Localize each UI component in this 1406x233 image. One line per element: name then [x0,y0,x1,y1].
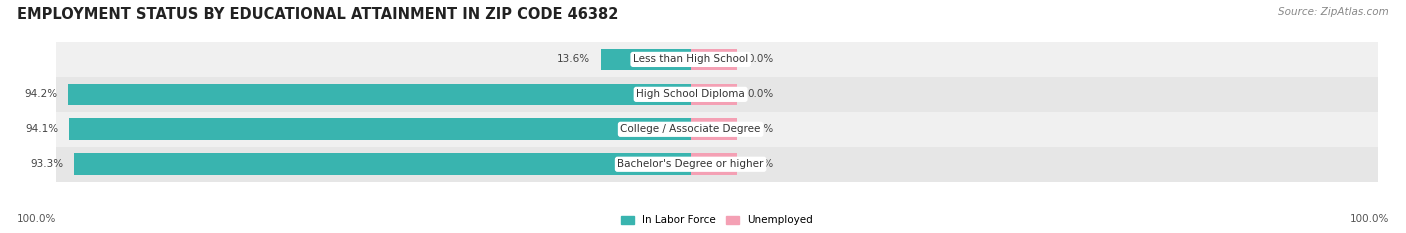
Text: 94.2%: 94.2% [24,89,58,99]
Text: EMPLOYMENT STATUS BY EDUCATIONAL ATTAINMENT IN ZIP CODE 46382: EMPLOYMENT STATUS BY EDUCATIONAL ATTAINM… [17,7,619,22]
Text: College / Associate Degree: College / Associate Degree [620,124,761,134]
Bar [56,77,1378,112]
Text: 0.0%: 0.0% [748,89,773,99]
Text: 93.3%: 93.3% [31,159,63,169]
Text: Less than High School: Less than High School [633,55,748,64]
Text: 0.0%: 0.0% [748,124,773,134]
Bar [67,84,690,105]
Bar [69,118,690,140]
Text: 100.0%: 100.0% [17,214,56,224]
Bar [56,112,1378,147]
Bar [690,118,737,140]
Text: 94.1%: 94.1% [25,124,58,134]
Bar [690,49,737,70]
Bar [56,147,1378,182]
Text: 100.0%: 100.0% [1350,214,1389,224]
Text: 0.0%: 0.0% [748,159,773,169]
Text: Bachelor's Degree or higher: Bachelor's Degree or higher [617,159,763,169]
Text: 0.0%: 0.0% [748,55,773,64]
Text: 13.6%: 13.6% [557,55,591,64]
Bar [75,154,690,175]
Bar [690,154,737,175]
Text: Source: ZipAtlas.com: Source: ZipAtlas.com [1278,7,1389,17]
Bar [56,42,1378,77]
Bar [600,49,690,70]
Text: High School Diploma: High School Diploma [637,89,745,99]
Bar [690,84,737,105]
Legend: In Labor Force, Unemployed: In Labor Force, Unemployed [617,211,817,230]
